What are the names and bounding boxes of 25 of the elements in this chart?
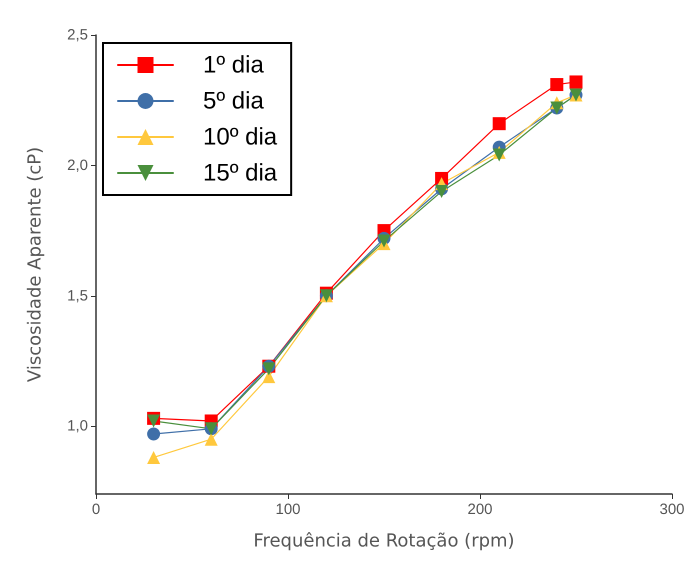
point bbox=[204, 432, 218, 446]
x-tick-label: 0 bbox=[92, 501, 100, 518]
x-axis-title: Frequência de Rotação (rpm) bbox=[253, 530, 515, 552]
legend-label: 5º dia bbox=[203, 88, 264, 114]
point bbox=[570, 75, 582, 88]
point bbox=[262, 362, 276, 376]
point bbox=[147, 414, 160, 428]
x-tick-label: 200 bbox=[467, 501, 493, 518]
point bbox=[378, 234, 390, 248]
legend-label: 1º dia bbox=[203, 52, 264, 78]
point bbox=[435, 184, 448, 198]
y-tick-label: 1,0 bbox=[67, 418, 88, 435]
y-tick-label: 2,0 bbox=[67, 156, 88, 174]
point bbox=[147, 450, 160, 464]
x-tick-label: 300 bbox=[659, 501, 685, 518]
point bbox=[550, 78, 564, 92]
legend-label: 10º dia bbox=[203, 124, 278, 150]
x-tick-label: 100 bbox=[275, 501, 301, 518]
point bbox=[492, 117, 506, 130]
legend-label: 15º dia bbox=[203, 160, 278, 186]
point bbox=[147, 428, 160, 441]
y-tick-label: 2,5 bbox=[67, 26, 88, 44]
point bbox=[492, 148, 506, 162]
y-tick-label: 1,5 bbox=[67, 287, 88, 304]
y-axis-title: Viscosidade Aparente (cP) bbox=[24, 146, 46, 382]
